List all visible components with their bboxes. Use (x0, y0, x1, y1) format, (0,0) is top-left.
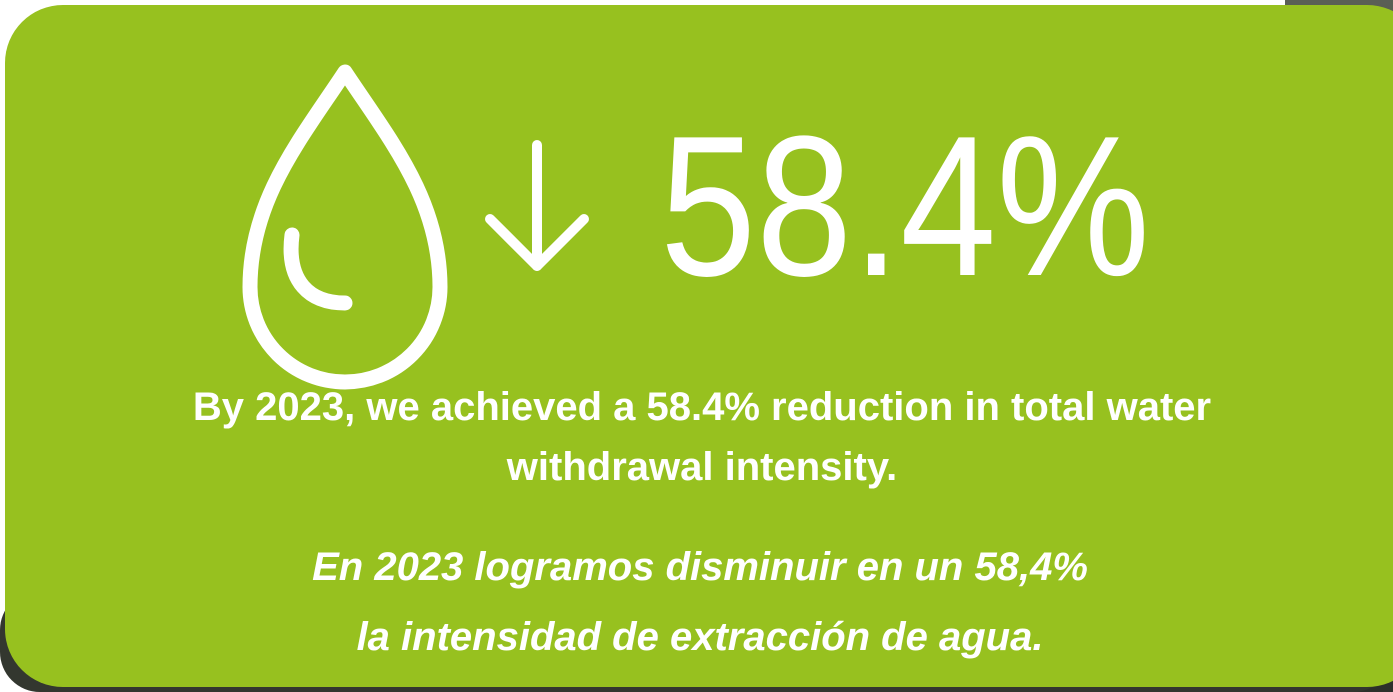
water-drop-icon (242, 64, 448, 390)
green-card (5, 5, 1393, 687)
spanish-line: la intensidad de extracción de agua. (357, 615, 1044, 659)
spanish-line: En 2023 logramos disminuir en un 58,4% (312, 545, 1088, 589)
drop-highlight (283, 227, 353, 311)
english-line: withdrawal intensity. (506, 445, 897, 489)
arrow-head (485, 214, 589, 271)
english-line: By 2023, we achieved a 58.4% reduction i… (193, 385, 1211, 429)
down-arrow-icon (485, 140, 589, 271)
drop-outline (242, 64, 448, 390)
metric: 58.4% (660, 95, 1150, 318)
